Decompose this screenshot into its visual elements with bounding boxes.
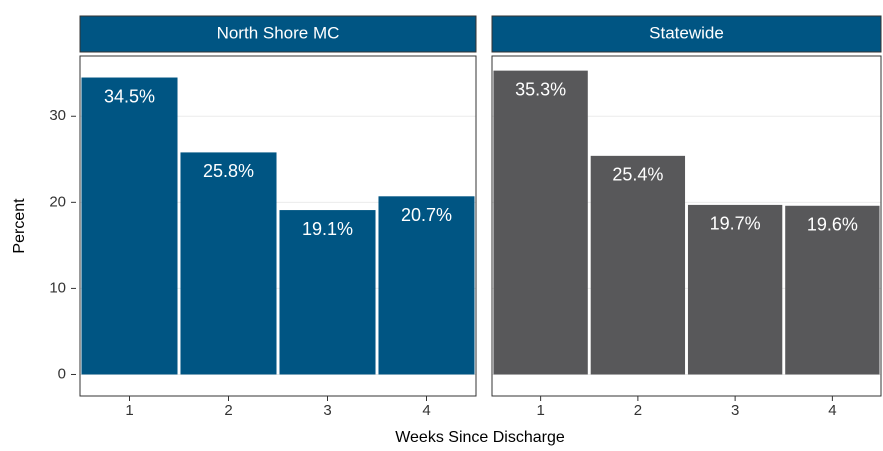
bar: [180, 152, 277, 375]
data-label: 25.8%: [203, 161, 254, 181]
facet-strip: [79, 15, 477, 53]
data-label: 19.1%: [302, 219, 353, 239]
data-label: 35.3%: [515, 79, 566, 99]
y-tick-label: 10: [49, 279, 66, 296]
facet-title: Statewide: [649, 23, 724, 42]
bar: [493, 70, 588, 375]
bar: [590, 155, 686, 375]
x-tick-label: 4: [828, 402, 836, 419]
x-tick-label: 3: [323, 402, 331, 419]
facet-title: North Shore MC: [217, 23, 340, 42]
x-tick-label: 4: [422, 402, 430, 419]
data-label: 20.7%: [401, 205, 452, 225]
bar: [81, 77, 178, 375]
x-tick-label: 1: [536, 402, 544, 419]
bar: [279, 210, 376, 375]
facet-strip: [491, 15, 882, 53]
data-label: 19.6%: [807, 215, 858, 235]
y-tick-label: 20: [49, 193, 66, 210]
data-label: 34.5%: [104, 86, 155, 106]
y-tick-label: 30: [49, 107, 66, 124]
x-tick-label: 2: [224, 402, 232, 419]
x-axis-label: Weeks Since Discharge: [395, 429, 565, 446]
data-label: 19.7%: [710, 214, 761, 234]
panel-border: [491, 55, 882, 397]
x-tick-label: 1: [125, 402, 133, 419]
x-tick-label: 2: [634, 402, 642, 419]
bar: [785, 205, 880, 375]
x-tick-label: 3: [731, 402, 739, 419]
y-axis-label: Percent: [11, 198, 28, 254]
bar: [687, 204, 783, 375]
y-tick-label: 0: [58, 365, 66, 382]
data-label: 25.4%: [612, 165, 663, 185]
bar: [378, 196, 475, 375]
panel-border: [79, 55, 477, 397]
